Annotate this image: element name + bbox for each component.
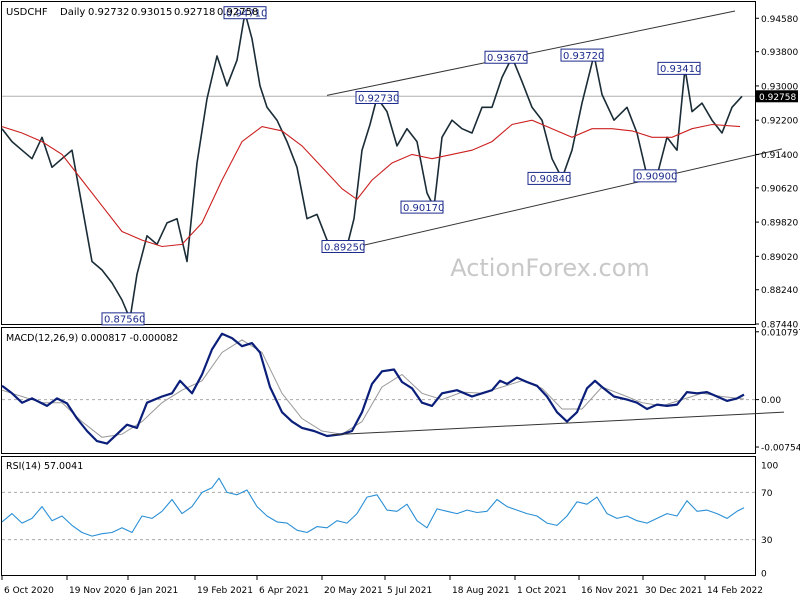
annotation-label-0: 0.94710 (226, 9, 267, 20)
rsi-label: RSI(14) 57.0041 (6, 461, 83, 472)
ohlc-value-1: 0.93015 (131, 7, 172, 18)
price-axis-tick-7: 0.89020 (761, 253, 798, 263)
annotation-box-2 (560, 48, 604, 62)
annotation-label-7: 0.90170 (403, 203, 444, 214)
macd-axis-tick-2: -0.007548 (761, 444, 800, 454)
annotation-box-4 (355, 90, 399, 104)
price-panel-frame (1, 1, 756, 325)
rsi-axis-tick-3: 0 (761, 570, 767, 580)
macd-signal-line (1, 339, 745, 438)
price-axis-tick-2: 0.93000 (761, 82, 798, 92)
annotation-box-7 (400, 200, 444, 214)
price-axis-tick-1: 0.93800 (761, 48, 798, 58)
x-axis-tick-3: 19 Feb 2021 (197, 586, 253, 596)
macd-axis-tick-0: 0.010797 (761, 328, 800, 338)
channel-line-1 (344, 148, 783, 250)
x-axis-tick-8: 1 Oct 2021 (517, 586, 567, 596)
annotation-label-6: 0.90900 (636, 172, 677, 183)
x-axis-tick-6: 5 Jul 2021 (387, 586, 432, 596)
annotation-box-0 (223, 6, 267, 20)
annotation-box-8 (321, 239, 365, 253)
annotation-label-4: 0.92730 (358, 93, 399, 104)
annotation-label-9: 0.87560 (104, 315, 145, 326)
current-price-marker (756, 90, 798, 103)
x-axis-tick-4: 6 Apr 2021 (259, 586, 309, 596)
chart-header-interval: Daily (60, 7, 85, 18)
annotation-box-1 (484, 50, 528, 64)
x-axis-tick-2: 6 Jan 2021 (130, 586, 178, 596)
annotation-box-9 (101, 312, 145, 326)
x-axis-tick-10: 30 Dec 2021 (645, 586, 703, 596)
annotation-label-1: 0.93670 (487, 53, 528, 64)
x-axis-tick-11: 14 Feb 2022 (707, 586, 763, 596)
rsi-axis-tick-2: 30 (761, 536, 773, 546)
chart-header-symbol: USDCHF (6, 7, 48, 18)
x-axis-tick-1: 19 Nov 2020 (69, 586, 127, 596)
price-axis-tick-6: 0.89820 (761, 219, 798, 229)
current-price-label: 0.92758 (759, 93, 796, 103)
macd-axis-tick-1: 0.00 (761, 396, 781, 406)
moving-average-line (1, 119, 741, 248)
price-axis-tick-9: 0.87440 (761, 321, 798, 331)
x-axis-tick-5: 20 May 2021 (324, 586, 383, 596)
x-axis-tick-0: 6 Oct 2020 (4, 586, 54, 596)
ohlc-value-2: 0.92718 (174, 7, 215, 18)
macd-label: MACD(12,26,9) 0.000817 -0.000082 (6, 333, 178, 344)
macd-line (1, 332, 745, 445)
watermark: ActionForex.com (450, 254, 650, 282)
price-axis-tick-4: 0.91400 (761, 151, 798, 161)
x-axis-tick-7: 18 Aug 2021 (452, 586, 510, 596)
rsi-axis-tick-1: 70 (761, 489, 773, 499)
price-axis-tick-3: 0.92200 (761, 117, 798, 127)
annotation-box-6 (633, 169, 677, 183)
rsi-line (1, 477, 745, 537)
annotation-box-5 (527, 171, 571, 185)
x-axis-tick-9: 16 Nov 2021 (581, 586, 639, 596)
price-axis-tick-0: 0.94580 (761, 15, 798, 25)
rsi-panel-frame (1, 456, 756, 576)
annotation-box-3 (657, 61, 701, 75)
ohlc-value-0: 0.92732 (88, 7, 129, 18)
annotation-label-2: 0.93720 (563, 51, 604, 62)
ohlc-value-3: 0.92758 (217, 7, 258, 18)
price-axis-tick-8: 0.88240 (761, 286, 798, 296)
annotation-label-5: 0.90840 (530, 174, 571, 185)
rsi-axis-tick-0: 100 (761, 462, 778, 472)
annotation-label-8: 0.89250 (324, 242, 365, 253)
annotation-label-3: 0.93410 (660, 64, 701, 75)
macd-trendline (331, 411, 785, 436)
macd-panel-frame (1, 327, 756, 454)
price-axis-tick-5: 0.90620 (761, 184, 798, 194)
channel-line-0 (326, 10, 736, 96)
